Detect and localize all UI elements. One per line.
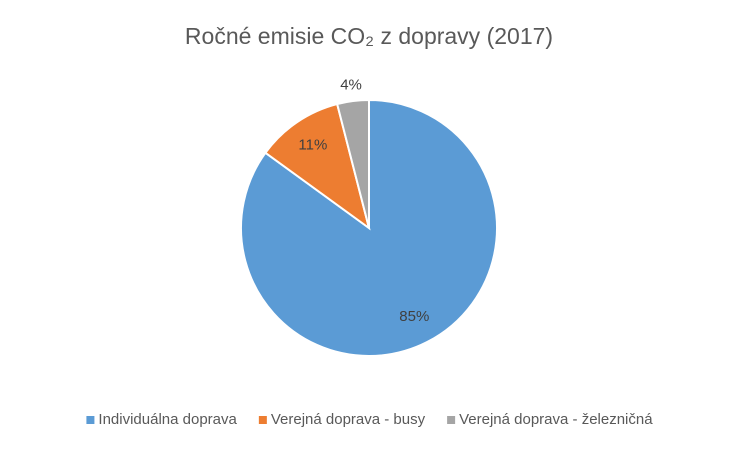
legend-swatch <box>258 416 267 424</box>
legend-swatch <box>86 416 95 424</box>
data-label: 4% <box>340 77 362 94</box>
pie-slice <box>335 98 370 229</box>
legend-text: Verejná doprava - busy <box>271 411 426 428</box>
data-label: 11% <box>298 136 327 153</box>
data-label: 85% <box>399 308 429 325</box>
pie-slice <box>264 102 371 231</box>
chart-title: Ročné emisie CO₂ z dopravy (2017) <box>185 23 553 49</box>
legend-text: Individuálna doprava <box>98 411 237 428</box>
legend-text: Verejná doprava - železničná <box>459 411 653 428</box>
legend-swatch <box>447 416 456 424</box>
